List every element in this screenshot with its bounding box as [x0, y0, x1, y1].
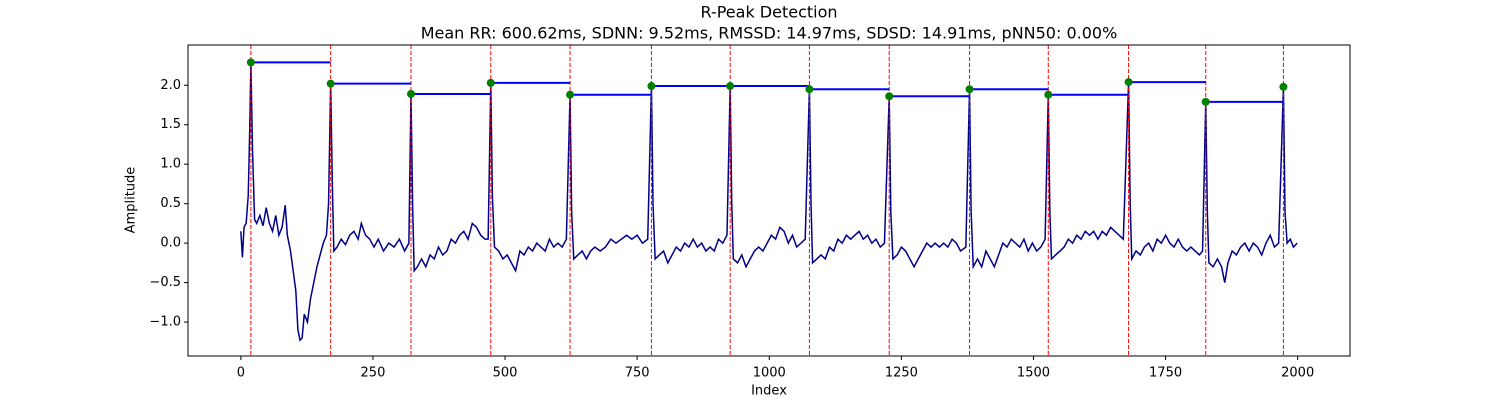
- r-peak-marker: [566, 90, 575, 99]
- r-peak-marker: [486, 78, 495, 87]
- r-peak-marker: [885, 92, 894, 101]
- y-tick-label: 0.0: [160, 236, 181, 251]
- r-peak-marker: [1044, 90, 1053, 99]
- x-tick-label: 1750: [1149, 366, 1182, 381]
- y-tick-label: 0.5: [160, 196, 181, 211]
- plot-frame: [187, 44, 1351, 357]
- r-peak-marker: [246, 58, 255, 67]
- r-peak-marker: [1124, 78, 1133, 87]
- x-tick-label: 0: [237, 366, 245, 381]
- y-tick-label: 1.0: [160, 157, 181, 172]
- r-peak-marker: [647, 82, 656, 91]
- r-peak-marker: [726, 82, 735, 91]
- x-tick-label: 250: [361, 366, 386, 381]
- r-peak-marker: [1279, 82, 1288, 91]
- x-tick-label: 1500: [1017, 366, 1050, 381]
- x-tick-label: 1000: [753, 366, 786, 381]
- r-peak-marker: [965, 85, 974, 94]
- x-axis-label: Index: [751, 384, 787, 399]
- y-tick-label: 2.0: [160, 78, 181, 93]
- y-tick-label: 1.5: [160, 117, 181, 132]
- y-tick-label: −0.5: [149, 275, 181, 290]
- x-tick-label: 750: [625, 366, 650, 381]
- r-peak-marker: [406, 89, 415, 98]
- x-tick-label: 1250: [885, 366, 918, 381]
- r-peak-marker: [326, 79, 335, 88]
- chart-subtitle: Mean RR: 600.62ms, SDNN: 9.52ms, RMSSD: …: [421, 24, 1118, 43]
- signal-line: [240, 62, 1298, 342]
- chart-title: R-Peak Detection: [700, 3, 837, 22]
- y-tick-label: −1.0: [149, 315, 181, 330]
- y-axis-label: Amplitude: [124, 167, 139, 234]
- x-tick-label: 500: [493, 366, 518, 381]
- r-peak-marker: [1201, 97, 1210, 106]
- x-tick-label: 2000: [1281, 366, 1314, 381]
- r-peak-marker: [805, 85, 814, 94]
